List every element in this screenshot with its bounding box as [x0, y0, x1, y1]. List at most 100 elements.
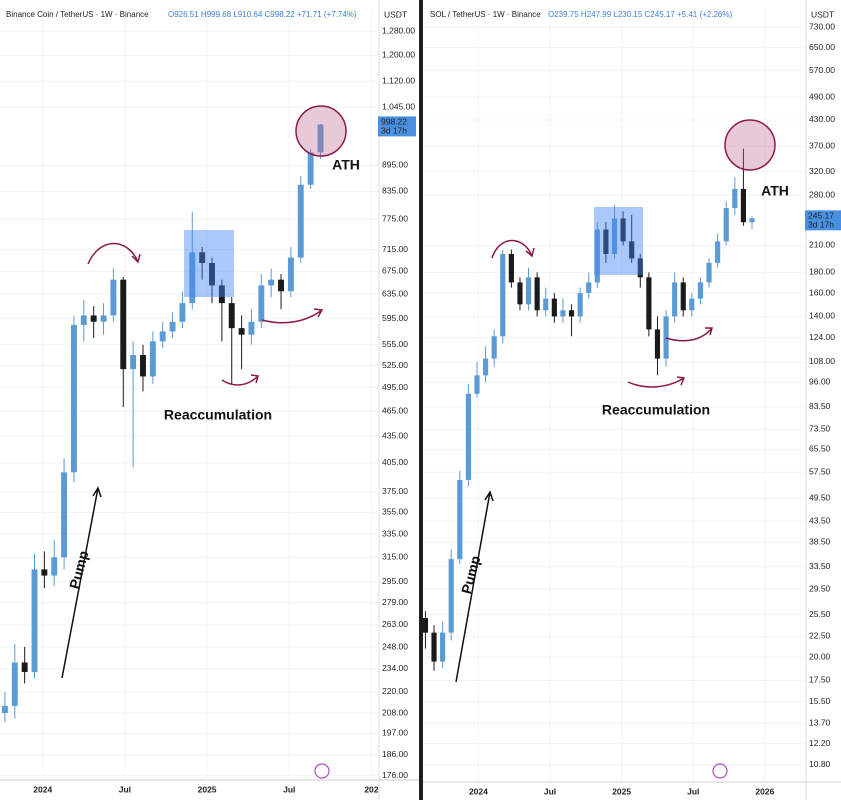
candle-body: [586, 282, 592, 294]
price-tag-note: 3d 17h: [808, 220, 834, 230]
candle-body: [90, 315, 97, 322]
candle-body: [560, 310, 566, 317]
y-tick-label: 176.00: [382, 770, 408, 780]
candle-body: [637, 258, 643, 278]
curved-arrow: [627, 376, 686, 388]
highlight-box: [594, 207, 643, 275]
x-tick-label: 202: [364, 784, 378, 794]
candle-body: [551, 298, 557, 317]
candle-body: [474, 375, 480, 394]
y-tick-label: 570.00: [809, 65, 835, 75]
candle-body: [110, 279, 117, 316]
y-tick-label: 20.00: [809, 651, 831, 661]
curved-arrow: [261, 308, 324, 324]
y-tick-label: 320.00: [809, 166, 835, 176]
annotation: ATH: [761, 183, 789, 199]
plots: [0, 8, 805, 782]
icon: [712, 763, 728, 779]
candle-body: [100, 315, 107, 322]
y-tick-label: 715.00: [382, 244, 408, 254]
y-tick-label: 490.00: [809, 91, 835, 101]
candle-body: [287, 257, 294, 292]
y-tick-label: 33.50: [809, 561, 831, 571]
y-tick-label: 10.80: [809, 759, 831, 769]
x-tick-label: 2026: [755, 786, 774, 796]
x-tick-label: Jul: [544, 786, 556, 796]
y-tick-label: 124.00: [809, 332, 835, 342]
candle-body: [228, 303, 235, 329]
y-tick-label: 248.00: [382, 641, 408, 651]
y-tick-label: 1,280.00: [382, 25, 415, 35]
candle-body: [517, 282, 523, 305]
candle-body: [159, 331, 166, 342]
x-tick-label: Jul: [283, 784, 295, 794]
candle-body: [238, 328, 245, 335]
y-tick-label: 595.00: [382, 313, 408, 323]
x-tick-label: Jul: [119, 784, 131, 794]
x-tick-label: 2024: [33, 784, 52, 794]
highlight-box: [184, 230, 234, 297]
x-tick-label: Jul: [687, 786, 699, 796]
candle-body: [21, 662, 28, 673]
y-tick-label: 1,045.00: [382, 101, 415, 111]
candle-body: [317, 124, 324, 153]
candle-body: [568, 310, 575, 317]
candle-body: [672, 282, 678, 317]
candle-body: [740, 188, 746, 223]
icon: [314, 763, 330, 779]
curved-arrow: [221, 374, 259, 386]
candle-body: [543, 298, 549, 311]
candle-body: [749, 218, 755, 223]
y-tick-label: 160.00: [809, 287, 835, 297]
y-tick-label: 280.00: [809, 189, 835, 199]
unit-label: USDT: [811, 9, 834, 19]
y-tick-label: 430.00: [809, 114, 835, 124]
y-tick-label: 140.00: [809, 311, 835, 321]
candle-body: [491, 336, 497, 359]
y-tick-label: 835.00: [382, 186, 408, 196]
y-tick-label: 465.00: [382, 405, 408, 415]
candle-body: [11, 662, 18, 706]
y-tick-label: 279.00: [382, 597, 408, 607]
divider: [419, 0, 423, 800]
candle-body: [594, 229, 600, 283]
candle-body: [457, 479, 463, 560]
candle-body: [307, 152, 314, 185]
candle-body: [448, 559, 454, 633]
candle-body: [697, 282, 704, 299]
y-tick-label: 17.50: [809, 675, 831, 685]
y-tick-label: 495.00: [382, 382, 408, 392]
y-tick-label: 73.50: [809, 423, 831, 433]
texts: 1,280.00 1,200.00 1,120.00 1,045.00 895.00 83…: [6, 9, 841, 796]
candle-body: [248, 321, 255, 335]
y-tick-label: 38.50: [809, 537, 831, 547]
candle-body: [663, 316, 669, 359]
y-tick-label: 15.50: [809, 696, 831, 706]
candle-body: [723, 208, 729, 242]
y-tick-label: 83.50: [809, 401, 831, 411]
y-tick-label: 43.50: [809, 515, 831, 525]
y-tick-label: 13.70: [809, 718, 831, 728]
price-tag: 245.17: [808, 211, 834, 221]
y-tick-label: 525.00: [382, 360, 408, 370]
candle-body: [603, 229, 609, 254]
candle-body: [629, 241, 635, 259]
pump-arrow: [455, 490, 494, 683]
y-tick-label: 775.00: [382, 214, 408, 224]
candle-body: [422, 618, 429, 633]
candle-body: [258, 285, 265, 322]
right-annotations: [455, 119, 776, 779]
y-tick-label: 57.50: [809, 466, 831, 476]
y-tick-label: 355.00: [382, 507, 408, 517]
y-tick-label: 108.00: [809, 356, 835, 366]
candle-body: [61, 472, 68, 558]
y-tick-label: 675.00: [382, 265, 408, 275]
y-tick-label: 895.00: [382, 160, 408, 170]
y-tick-label: 12.20: [809, 738, 831, 748]
y-tick-label: 234.00: [382, 663, 408, 673]
y-tick-label: 1,120.00: [382, 75, 415, 85]
y-tick-label: 49.50: [809, 493, 831, 503]
y-tick-label: 650.00: [809, 42, 835, 52]
y-tick-label: 263.00: [382, 619, 408, 629]
